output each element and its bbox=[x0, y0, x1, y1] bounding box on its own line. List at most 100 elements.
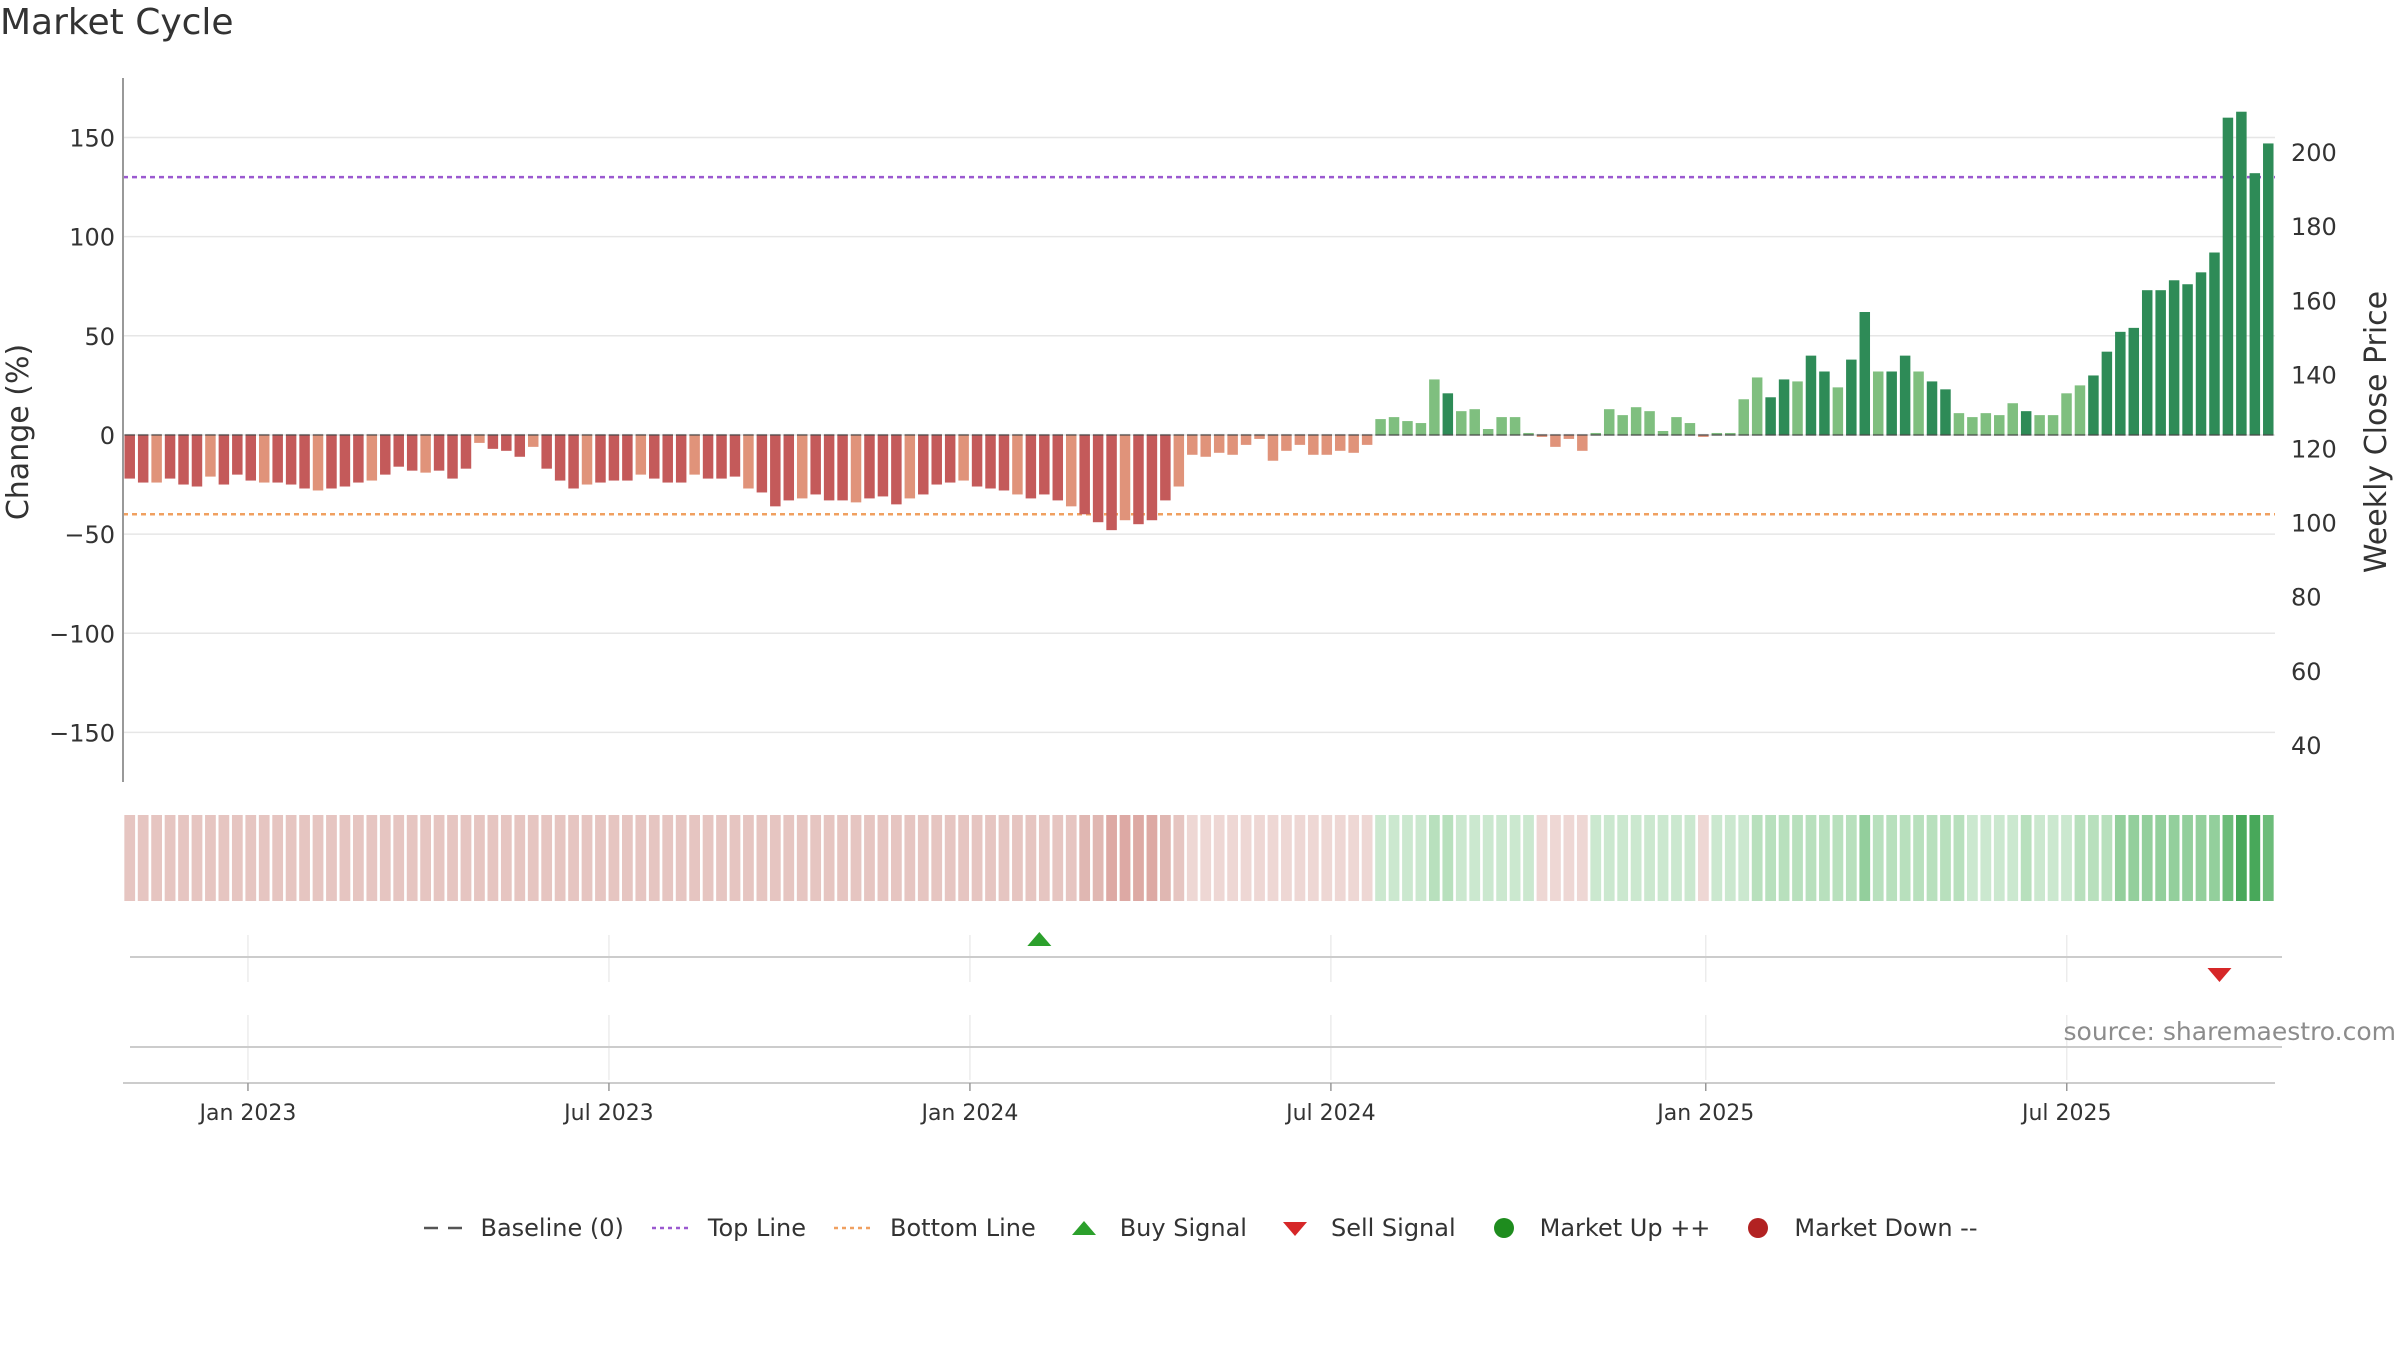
change-bar bbox=[675, 434, 687, 483]
change-bar bbox=[635, 434, 647, 475]
change-bar bbox=[1429, 379, 1440, 435]
mood-cell bbox=[1469, 815, 1481, 901]
change-bar bbox=[756, 434, 768, 493]
y-axis-label-right: Weekly Close Price bbox=[2359, 291, 2394, 573]
mood-cell bbox=[2074, 815, 2086, 901]
y-tick-label-left: 100 bbox=[69, 224, 115, 252]
mood-cell bbox=[1940, 815, 1951, 901]
x-tick-label: Jul 2023 bbox=[562, 1101, 654, 1126]
change-bar bbox=[178, 434, 189, 485]
y-tick-label-left: −50 bbox=[64, 521, 115, 549]
change-bar bbox=[1267, 434, 1279, 461]
change-bar bbox=[1106, 434, 1117, 531]
mood-cell bbox=[2034, 815, 2046, 901]
mood-cell bbox=[1281, 815, 1292, 901]
mood-cell bbox=[1886, 815, 1898, 901]
y-tick-label-right: 80 bbox=[2291, 584, 2322, 612]
x-tick-label: Jan 2024 bbox=[919, 1101, 1018, 1126]
change-bar bbox=[1751, 377, 1763, 435]
mood-cell bbox=[299, 815, 310, 901]
mood-cell bbox=[500, 815, 512, 901]
change-bar bbox=[2236, 111, 2247, 435]
mood-cell bbox=[581, 815, 593, 901]
mood-cell bbox=[433, 815, 445, 901]
change-bar bbox=[460, 434, 472, 469]
mood-cell bbox=[205, 815, 216, 901]
mood-cell bbox=[635, 815, 647, 901]
change-bar bbox=[1052, 434, 1064, 501]
legend-item: Buy Signal bbox=[1062, 1214, 1247, 1242]
mood-cell bbox=[877, 815, 889, 901]
legend-item: Sell Signal bbox=[1273, 1214, 1456, 1242]
change-bar bbox=[339, 434, 351, 487]
change-bar bbox=[1765, 397, 1776, 435]
mood-cell bbox=[1913, 815, 1924, 901]
mood-cell bbox=[2235, 815, 2247, 901]
mood-cell bbox=[1388, 815, 1400, 901]
change-bar bbox=[258, 434, 270, 483]
change-bar bbox=[1980, 413, 1992, 435]
change-bar bbox=[299, 434, 310, 489]
change-bar bbox=[568, 434, 579, 489]
mood-cell bbox=[460, 815, 472, 901]
y-tick-label-right: 60 bbox=[2291, 658, 2322, 686]
change-bar bbox=[2182, 284, 2193, 435]
change-bar bbox=[2088, 375, 2099, 435]
change-bar bbox=[877, 434, 889, 497]
mood-cell bbox=[218, 815, 230, 901]
change-bar bbox=[1065, 434, 1077, 507]
mood-cell bbox=[1805, 815, 1817, 901]
change-bar bbox=[2047, 415, 2059, 435]
mood-cell bbox=[1334, 815, 1346, 901]
change-bar bbox=[1092, 434, 1104, 523]
change-bar bbox=[433, 434, 445, 471]
change-bar bbox=[1778, 379, 1790, 435]
mood-cell bbox=[1254, 815, 1265, 901]
mood-cell bbox=[2101, 815, 2113, 901]
mood-cell bbox=[1819, 815, 1830, 901]
mood-cell bbox=[2061, 815, 2072, 901]
change-bar bbox=[796, 434, 808, 499]
change-bar bbox=[285, 434, 297, 485]
change-bar bbox=[1469, 409, 1480, 435]
y-tick-label-right: 140 bbox=[2291, 361, 2337, 389]
mood-cell bbox=[1240, 815, 1252, 901]
mood-cell bbox=[716, 815, 727, 901]
mood-cell bbox=[1106, 815, 1117, 901]
mood-cell bbox=[662, 815, 674, 901]
mood-cell bbox=[1186, 815, 1198, 901]
change-bar bbox=[729, 434, 741, 477]
change-bar bbox=[998, 434, 1010, 491]
y-tick-label-right: 40 bbox=[2291, 732, 2322, 760]
change-bar bbox=[272, 434, 283, 483]
mood-cell bbox=[1926, 815, 1938, 901]
chart-title: Market Cycle bbox=[0, 2, 234, 43]
change-bar bbox=[1994, 415, 2005, 435]
mood-cell bbox=[769, 815, 781, 901]
change-bar bbox=[2115, 331, 2126, 435]
change-bar bbox=[1240, 434, 1252, 445]
change-bar bbox=[2249, 173, 2261, 435]
mood-cell bbox=[1590, 815, 1602, 901]
change-bar bbox=[1899, 355, 1911, 435]
mood-cell bbox=[406, 815, 418, 901]
change-bar bbox=[810, 434, 821, 495]
change-bar bbox=[312, 434, 324, 491]
change-bar bbox=[514, 434, 526, 457]
change-bar bbox=[1213, 434, 1225, 453]
mood-cell bbox=[890, 815, 902, 901]
mood-cell bbox=[2155, 815, 2167, 901]
mood-cell bbox=[689, 815, 701, 901]
change-bar bbox=[1133, 434, 1144, 525]
mood-cell bbox=[998, 815, 1010, 901]
legend-swatch-icon bbox=[1493, 1218, 1514, 1238]
mood-cell bbox=[447, 815, 458, 901]
mood-cell bbox=[554, 815, 566, 901]
bottom-panel bbox=[123, 1015, 2282, 1084]
legend-swatch-icon bbox=[651, 1226, 692, 1230]
change-bar bbox=[353, 434, 364, 483]
change-bar bbox=[2222, 117, 2234, 435]
mood-cell bbox=[904, 815, 916, 901]
mood-cell bbox=[1697, 815, 1709, 901]
mood-cell bbox=[1428, 815, 1440, 901]
